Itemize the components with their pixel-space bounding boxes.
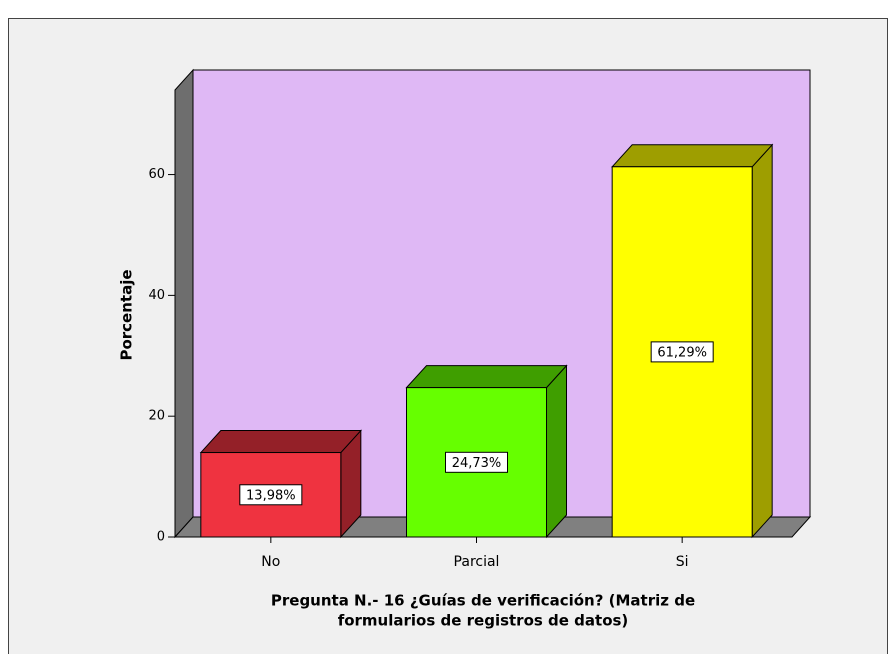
bar-top xyxy=(199,430,362,454)
y-tick-label: 0 xyxy=(157,530,165,545)
value-label: 61,29% xyxy=(657,345,707,360)
x-tick-label: No xyxy=(261,554,280,570)
side-wall xyxy=(174,68,194,539)
y-tick-label: 40 xyxy=(148,288,165,303)
y-tick-label: 20 xyxy=(148,409,165,424)
value-label: 24,73% xyxy=(452,456,502,471)
y-axis-title: Porcentaje xyxy=(118,269,136,360)
value-label-box xyxy=(445,451,508,473)
value-label-box xyxy=(239,484,303,506)
value-label-box xyxy=(650,341,714,363)
x-axis-title: Pregunta N.- 16 ¿Guías de verificación? … xyxy=(271,592,695,610)
bar-side xyxy=(751,143,773,539)
bar-top xyxy=(611,144,774,168)
x-tick-label: Parcial xyxy=(454,554,500,570)
y-tick-label: 60 xyxy=(148,167,165,182)
x-axis-title: formularios de registros de datos) xyxy=(338,612,629,630)
value-label: 13,98% xyxy=(246,488,296,503)
bar-top xyxy=(405,365,568,389)
bar-side xyxy=(546,364,567,539)
x-tick-label: Si xyxy=(676,554,689,570)
